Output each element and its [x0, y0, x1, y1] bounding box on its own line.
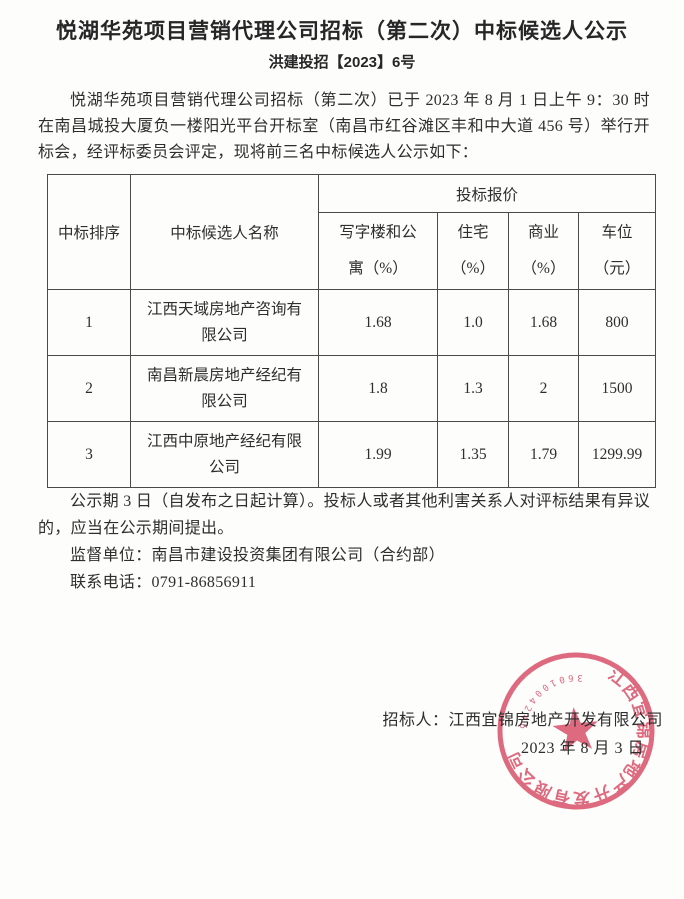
header-residential-line1: 住宅 — [457, 224, 489, 241]
bid-results-table: 中标排序 中标候选人名称 投标报价 写字楼和公 寓（%） 住宅 （%） 商业 （… — [47, 174, 656, 488]
header-residential: 住宅 （%） — [437, 212, 509, 290]
header-candidate: 中标候选人名称 — [130, 174, 319, 290]
header-office-line1: 写字楼和公 — [339, 224, 417, 241]
office-bid-cell: 1.68 — [318, 289, 438, 356]
commercial-bid-cell: 1.68 — [508, 289, 579, 356]
residential-bid-cell: 1.35 — [437, 421, 509, 488]
parking-bid-cell: 1500 — [578, 355, 656, 422]
table-row: 1 江西天域房地产咨询有限公司 1.68 1.0 1.68 800 — [47, 289, 656, 356]
signature-block: 招标人：江西宜锦房地产开发有限公司 2023 年 8 月 3 日 — [0, 708, 684, 764]
office-bid-cell: 1.99 — [318, 421, 438, 488]
header-parking: 车位 （元） — [578, 212, 656, 290]
rank-cell: 3 — [47, 421, 131, 488]
rank-cell: 2 — [47, 355, 131, 422]
header-residential-line2: （%） — [451, 260, 495, 277]
table-row: 3 江西中原地产经纪有限公司 1.99 1.35 1.79 1299.99 — [47, 421, 656, 488]
supervisor-line: 监督单位：南昌市建设投资集团有限公司（合约部） — [70, 547, 445, 564]
header-commercial: 商业 （%） — [508, 212, 579, 290]
residential-bid-cell: 1.3 — [437, 355, 509, 422]
candidate-cell: 江西天域房地产咨询有限公司 — [130, 289, 319, 356]
parking-bid-cell: 1299.99 — [578, 421, 656, 488]
header-rank: 中标排序 — [47, 174, 131, 290]
header-parking-line2: （元） — [593, 260, 641, 277]
table-row: 2 南昌新晨房地产经纪有限公司 1.8 1.3 2 1500 — [47, 355, 656, 422]
header-parking-line1: 车位 — [601, 224, 633, 241]
intro-paragraph: 悦湖华苑项目营销代理公司招标（第二次）已于 2023 年 8 月 1 日上午 9… — [38, 92, 650, 161]
tenderer-signature: 招标人：江西宜锦房地产开发有限公司 — [382, 712, 663, 729]
header-commercial-line2: （%） — [521, 260, 566, 277]
commercial-bid-cell: 1.79 — [508, 421, 579, 488]
notice-paragraph: 公示期 3 日（自发布之日起计算）。投标人或者其他利害关系人对评标结果有异议的，… — [38, 493, 650, 537]
document-number: 洪建投招【2023】6号 — [268, 54, 416, 71]
table-header-row-2: 写字楼和公 寓（%） 住宅 （%） 商业 （%） 车位 （元） — [48, 212, 656, 290]
rank-cell: 1 — [47, 289, 131, 356]
header-commercial-line1: 商业 — [527, 224, 559, 241]
commercial-bid-cell: 2 — [508, 355, 579, 422]
table-header-row-1: 中标排序 中标候选人名称 投标报价 — [47, 174, 656, 290]
header-office: 写字楼和公 寓（%） — [318, 212, 438, 290]
residential-bid-cell: 1.0 — [437, 289, 509, 356]
candidate-cell: 江西中原地产经纪有限公司 — [130, 421, 319, 488]
parking-bid-cell: 800 — [578, 289, 656, 356]
header-office-line2: 寓（%） — [348, 260, 408, 277]
document-title: 悦湖华苑项目营销代理公司招标（第二次）中标候选人公示 — [56, 20, 628, 43]
office-bid-cell: 1.8 — [318, 355, 438, 422]
phone-line: 联系电话：0791-86856911 — [70, 574, 257, 591]
header-bid-group: 投标报价 — [318, 174, 656, 213]
signature-date: 2023 年 8 月 3 日 — [520, 740, 644, 757]
candidate-cell: 南昌新晨房地产经纪有限公司 — [130, 355, 319, 422]
